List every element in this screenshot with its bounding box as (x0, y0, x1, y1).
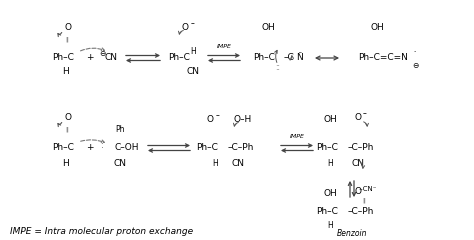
Text: –C–Ph: –C–Ph (228, 144, 255, 152)
Text: Ph–C=C=N: Ph–C=C=N (358, 54, 408, 62)
Text: Ph–C: Ph–C (253, 54, 275, 62)
Text: Benzoin: Benzoin (337, 228, 367, 238)
Text: ⊖: ⊖ (412, 60, 418, 70)
Text: H: H (327, 221, 333, 229)
Text: CN: CN (352, 158, 365, 168)
Text: OH: OH (370, 24, 384, 32)
Text: H: H (63, 158, 69, 168)
Text: O: O (64, 114, 72, 122)
Text: H: H (327, 158, 333, 168)
Text: C–OH: C–OH (115, 144, 139, 152)
Text: ‖: ‖ (65, 126, 68, 132)
Text: –: – (191, 19, 195, 29)
Text: ‖: ‖ (65, 36, 68, 42)
Text: +: + (86, 144, 94, 152)
Text: OH: OH (261, 24, 275, 32)
Text: Ph–C: Ph–C (196, 144, 218, 152)
Text: –: – (363, 109, 367, 119)
Text: H: H (190, 48, 196, 56)
Text: OH: OH (323, 190, 337, 198)
Text: IMPE = Intra molecular proton exchange: IMPE = Intra molecular proton exchange (10, 228, 193, 236)
Text: Ph–C: Ph–C (316, 208, 338, 216)
Text: O: O (182, 24, 189, 32)
Text: O: O (64, 24, 72, 32)
Text: –C: –C (284, 54, 295, 62)
Text: +: + (86, 54, 94, 62)
Text: O: O (355, 114, 362, 122)
Text: IMPE: IMPE (290, 134, 304, 139)
Text: :: : (100, 140, 103, 150)
Text: H: H (212, 158, 218, 168)
Text: Ph: Ph (115, 126, 125, 134)
Text: –C–Ph: –C–Ph (348, 208, 374, 216)
Text: O: O (355, 187, 362, 197)
Text: Ph–C: Ph–C (168, 54, 190, 62)
Text: Ph–C: Ph–C (52, 144, 74, 152)
Text: –CN⁻: –CN⁻ (357, 186, 376, 192)
Text: O–H: O–H (234, 115, 252, 125)
Text: ..: .. (413, 48, 417, 53)
Text: ⊖: ⊖ (99, 49, 105, 59)
Text: OH: OH (323, 115, 337, 125)
Text: CN: CN (186, 67, 200, 77)
Text: ::: :: (275, 64, 281, 72)
Text: CN: CN (104, 54, 118, 62)
Text: Ñ: Ñ (296, 54, 303, 62)
Text: CN: CN (231, 158, 245, 168)
Text: –C–Ph: –C–Ph (348, 144, 374, 152)
Text: CN: CN (113, 158, 127, 168)
Text: Ph–C: Ph–C (52, 54, 74, 62)
Text: IMPE: IMPE (217, 44, 231, 49)
Text: Ph–C: Ph–C (316, 144, 338, 152)
Text: –: – (216, 112, 220, 120)
Text: H: H (63, 67, 69, 77)
Text: O: O (207, 115, 213, 125)
Text: ‖: ‖ (363, 197, 365, 203)
